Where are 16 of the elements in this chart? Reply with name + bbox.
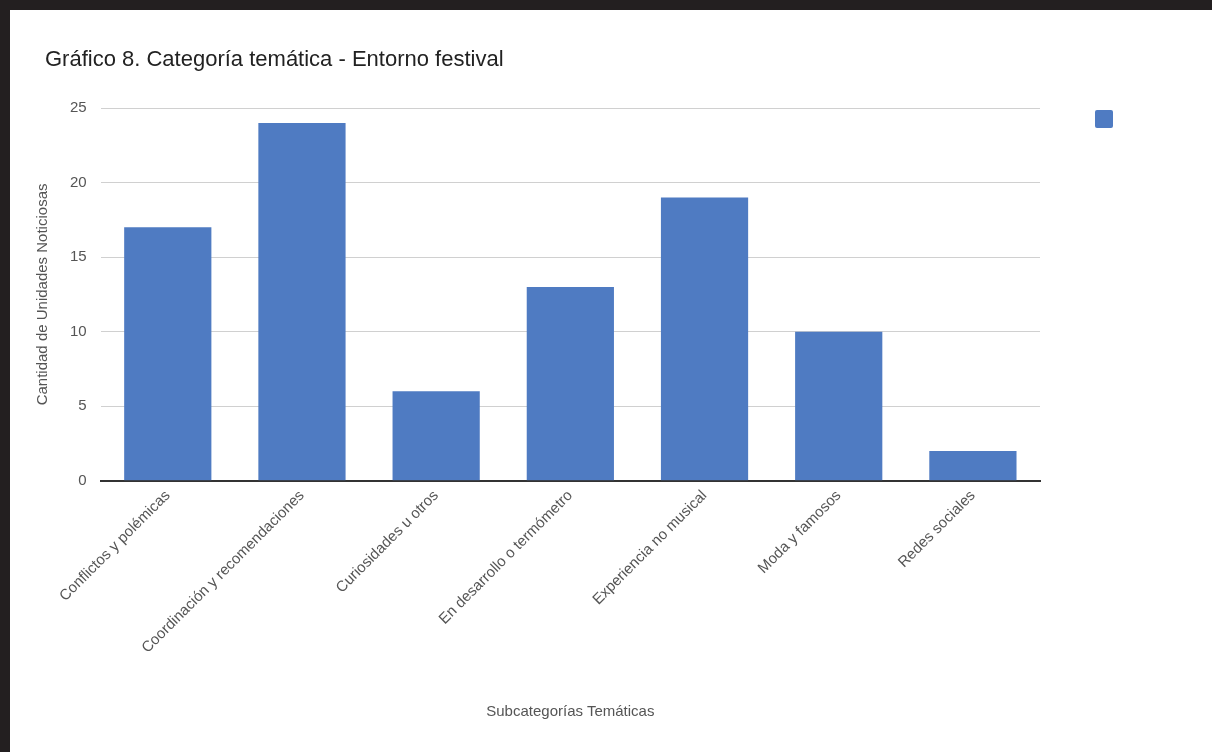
y-axis-title: Cantidad de Unidades Noticiosas bbox=[33, 183, 51, 406]
y-tick-label: 15 bbox=[70, 247, 87, 265]
bar bbox=[526, 286, 614, 481]
y-tick-label: 0 bbox=[78, 470, 87, 488]
bar bbox=[929, 451, 1017, 481]
y-tick-label: 5 bbox=[78, 396, 87, 414]
y-tick-label: 10 bbox=[70, 321, 87, 339]
bar bbox=[392, 391, 480, 481]
bar bbox=[124, 227, 212, 481]
bar bbox=[258, 122, 346, 481]
bar bbox=[795, 331, 883, 481]
chart-title: Gráfico 8. Categoría temática - Entorno festival bbox=[45, 46, 504, 72]
y-tick-label: 20 bbox=[70, 172, 87, 190]
y-tick-label: 25 bbox=[70, 98, 87, 116]
x-axis-title: Subcategorías Temáticas bbox=[486, 702, 655, 720]
bar bbox=[660, 197, 749, 481]
